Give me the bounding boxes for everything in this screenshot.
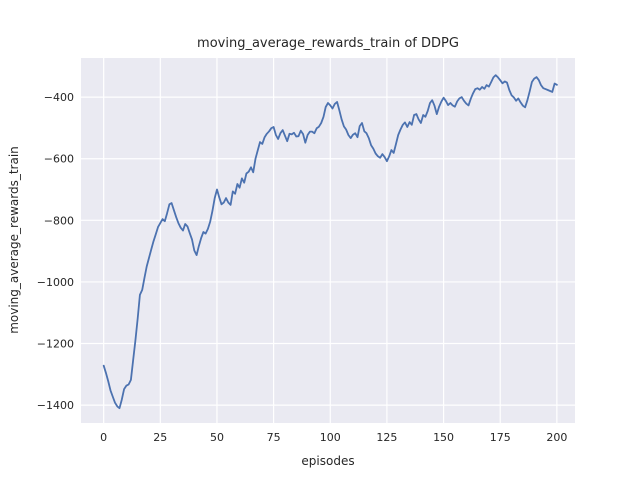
- x-tick-label: 200: [546, 431, 567, 444]
- x-tick-label: 125: [376, 431, 397, 444]
- chart-title: moving_average_rewards_train of DDPG: [197, 36, 459, 51]
- y-axis-label: moving_average_rewards_train: [7, 146, 21, 334]
- y-tick-label: −800: [44, 214, 74, 227]
- x-tick-label: 50: [210, 431, 224, 444]
- y-tick-label: −400: [44, 91, 74, 104]
- y-tick-label: −1000: [37, 276, 74, 289]
- y-tick-label: −600: [44, 153, 74, 166]
- x-axis-label: episodes: [301, 454, 355, 468]
- x-tick-label: 100: [320, 431, 341, 444]
- x-tick-label: 150: [433, 431, 454, 444]
- x-tick-label: 175: [490, 431, 511, 444]
- x-tick-label: 25: [153, 431, 167, 444]
- plot-background: [81, 58, 575, 423]
- x-tick-label: 75: [267, 431, 281, 444]
- x-tick-label: 0: [100, 431, 107, 444]
- y-tick-label: −1200: [37, 338, 74, 351]
- y-tick-label: −1400: [37, 399, 74, 412]
- series-line: [102, 74, 558, 410]
